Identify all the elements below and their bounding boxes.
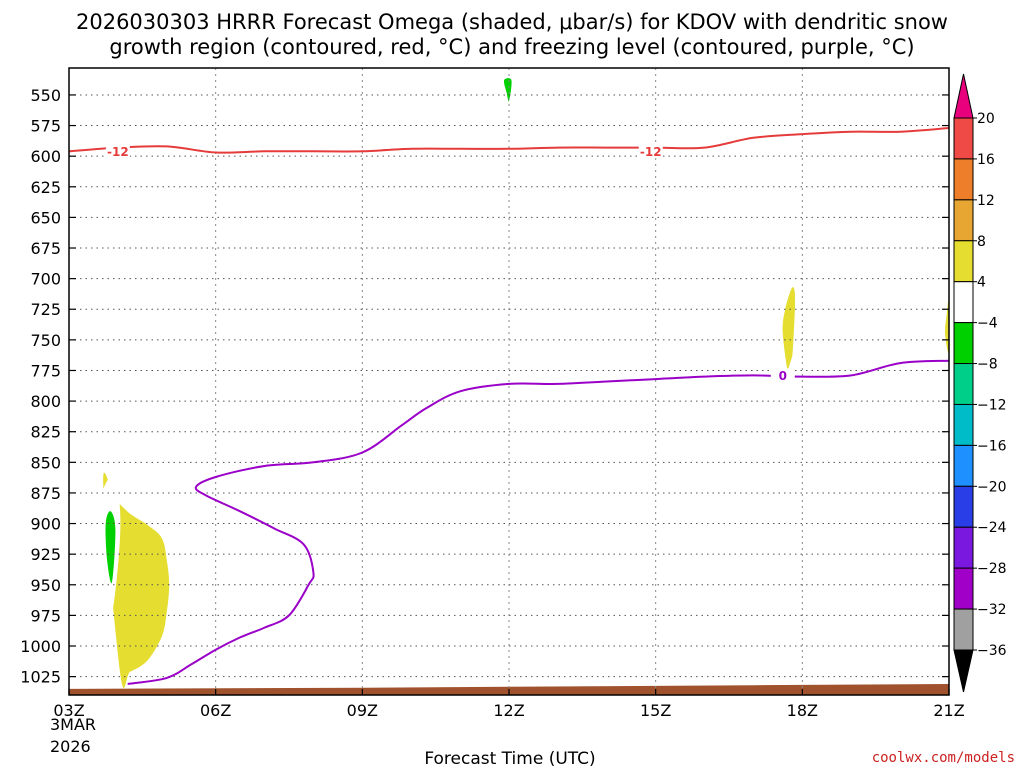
y-tick-label: 550	[30, 86, 61, 105]
colorbar-tick-label: −12	[977, 397, 1007, 413]
y-tick-label: 800	[30, 392, 61, 411]
colorbar-tick-label: −28	[977, 561, 1007, 577]
colorbar-tick-label: −4	[977, 316, 998, 332]
omega-shading-layer	[91, 73, 950, 688]
y-tick-label: 975	[30, 606, 61, 625]
y-tick-label: 625	[30, 178, 61, 197]
chart-title-line1: 2026030303 HRRR Forecast Omega (shaded, …	[76, 10, 948, 34]
omega-time-height-chart: 2026030303 HRRR Forecast Omega (shaded, …	[0, 0, 1024, 768]
colorbar-top-arrow	[954, 74, 973, 118]
colorbar-tick-label: −16	[977, 438, 1007, 454]
colorbar-bin	[954, 364, 973, 405]
omega-region-7	[692, 535, 712, 592]
colorbar-bin	[954, 200, 973, 241]
x-tick-label: 21Z	[933, 701, 964, 720]
colorbar-bin	[954, 118, 973, 159]
y-tick-label: 850	[30, 453, 61, 472]
x-tick-label: 18Z	[787, 701, 818, 720]
x-tick-label: 09Z	[347, 701, 378, 720]
credit-text: coolwx.com/models	[872, 750, 1015, 766]
colorbar-tick-label: 8	[977, 234, 986, 250]
x-tick-label: 06Z	[200, 701, 231, 720]
chart-title-line2: growth region (contoured, red, °C) and f…	[109, 35, 914, 59]
y-tick-label: 900	[30, 515, 61, 534]
y-tick-label: 875	[30, 484, 61, 503]
colorbar-bin	[954, 568, 973, 609]
y-tick-label: 950	[30, 576, 61, 595]
colorbar-bottom-arrow	[954, 650, 973, 692]
x-date-year: 2026	[50, 737, 91, 756]
colorbar: 20 16 12 8 4 −4 −8 −12 −16 −20 −24 −28 −32 −36	[954, 74, 1007, 692]
colorbar-bin	[954, 486, 973, 527]
colorbar-tick-label: 12	[977, 193, 995, 209]
colorbar-bin	[954, 404, 973, 445]
colorbar-bin	[954, 445, 973, 486]
contour-label: -12	[640, 145, 662, 159]
y-tick-label: 775	[30, 361, 61, 380]
colorbar-tick-label: 4	[977, 275, 986, 291]
y-tick-label: 575	[30, 117, 61, 136]
y-tick-label: 825	[30, 423, 61, 442]
colorbar-bin	[954, 323, 973, 364]
colorbar-bin	[954, 282, 973, 323]
x-axis-label: Forecast Time (UTC)	[424, 749, 595, 768]
colorbar-tick-label: −24	[977, 520, 1007, 536]
x-tick-label: 12Z	[493, 701, 524, 720]
colorbar-tick-label: 20	[977, 111, 995, 127]
y-tick-label: 700	[30, 270, 61, 289]
y-tick-label: 650	[30, 208, 61, 227]
y-tick-label: 675	[30, 239, 61, 258]
y-tick-label: 925	[30, 545, 61, 564]
contour-label: -12	[107, 145, 129, 159]
colorbar-tick-label: −8	[977, 357, 998, 373]
colorbar-tick-label: −20	[977, 479, 1007, 495]
y-tick-label: 750	[30, 331, 61, 350]
colorbar-tick-label: −36	[977, 643, 1007, 659]
colorbar-bin	[954, 241, 973, 282]
omega-region-6	[264, 279, 294, 397]
y-tick-label: 725	[30, 300, 61, 319]
colorbar-bin	[954, 609, 973, 650]
colorbar-tick-label: 16	[977, 152, 995, 168]
colorbar-bin	[954, 159, 973, 200]
y-tick-label: 1025	[20, 668, 61, 687]
colorbar-bin	[954, 527, 973, 568]
x-tick-label: 15Z	[640, 701, 671, 720]
y-tick-label: 1000	[20, 637, 61, 656]
omega-region-4	[487, 73, 537, 217]
y-tick-label: 600	[30, 147, 61, 166]
contour-line-1	[128, 361, 949, 684]
contour-label: 0	[779, 369, 787, 383]
x-date-month: 3MAR	[50, 715, 96, 734]
colorbar-tick-label: −32	[977, 602, 1007, 618]
